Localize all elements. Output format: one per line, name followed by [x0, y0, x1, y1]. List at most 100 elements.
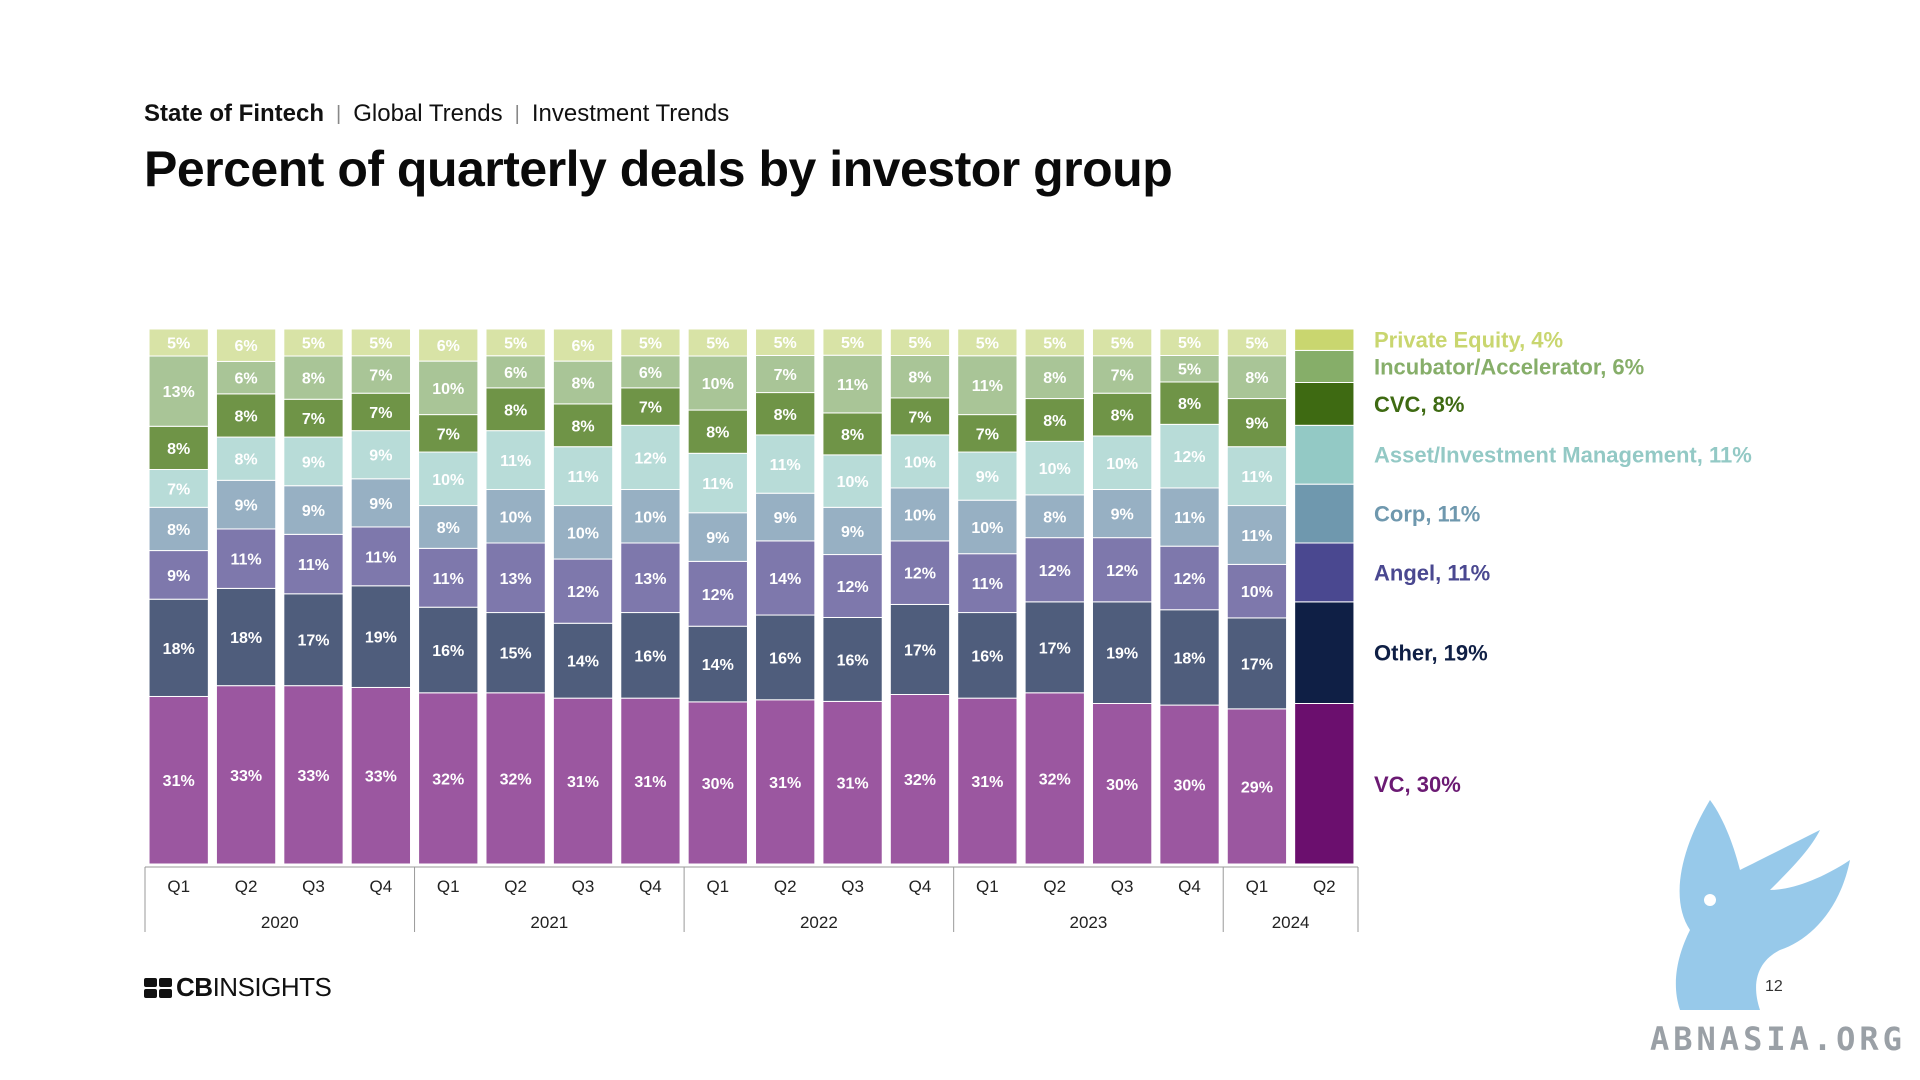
data-label: 17% — [904, 642, 936, 659]
x-tick-label: Q2 — [504, 877, 527, 896]
data-label: 18% — [163, 641, 195, 658]
bar-segment — [283, 355, 344, 400]
bar-segment — [350, 585, 412, 688]
bar-segment — [1024, 494, 1085, 539]
bar-segment — [1091, 355, 1153, 394]
data-label: 6% — [571, 338, 594, 355]
bar-segment — [1091, 328, 1153, 357]
data-label: 5% — [774, 335, 797, 352]
bar-segment — [1159, 487, 1220, 547]
bar-segment — [215, 685, 277, 865]
data-label: 9% — [369, 496, 392, 513]
legend-label: Private Equity, 4% — [1374, 328, 1563, 353]
bar-segment — [1226, 563, 1288, 619]
bar-segment — [215, 436, 277, 481]
data-label: 10% — [567, 525, 599, 542]
bar-segment — [620, 612, 681, 699]
data-label: 12% — [634, 450, 666, 467]
x-tick-label: Q2 — [1313, 877, 1336, 896]
x-tick-label: Q3 — [572, 877, 595, 896]
data-label: 33% — [230, 768, 262, 785]
bar-segment — [822, 412, 883, 456]
data-label: 14% — [769, 571, 801, 588]
data-label: 5% — [1043, 335, 1066, 352]
data-label: 14% — [702, 657, 734, 674]
data-label: 12% — [702, 587, 734, 604]
bar-segment — [822, 328, 883, 356]
data-label: 11% — [231, 552, 262, 569]
data-label: 11% — [972, 378, 1003, 395]
data-label: 8% — [437, 520, 460, 537]
year-group-label: 2020 — [261, 913, 299, 932]
breadcrumb-section: State of Fintech — [144, 100, 325, 127]
x-tick-label: Q1 — [167, 877, 190, 896]
bar-segment — [283, 485, 344, 535]
bar-segment — [1024, 440, 1085, 496]
data-label: 16% — [971, 648, 1003, 665]
data-label: 8% — [504, 402, 527, 419]
data-label: 13% — [634, 571, 666, 588]
data-label: 8% — [1043, 413, 1066, 430]
bar-segment — [1159, 354, 1220, 383]
data-label: 7% — [774, 367, 797, 384]
bar-segment — [283, 533, 344, 595]
bar-segment — [889, 397, 951, 436]
data-label: 13% — [500, 571, 532, 588]
bar-segment — [148, 550, 209, 600]
data-label: 8% — [571, 376, 594, 393]
data-label: 10% — [432, 472, 464, 489]
bar-segment — [148, 598, 209, 697]
bar-segment — [552, 505, 614, 560]
bar-segment — [418, 547, 479, 608]
bar-segment — [687, 625, 748, 703]
bar-segment — [687, 701, 748, 865]
data-label: 16% — [837, 652, 869, 669]
bar-segment — [957, 451, 1018, 501]
bar-segment — [1024, 537, 1085, 603]
data-label: 7% — [167, 481, 190, 498]
bar-segment — [957, 414, 1018, 453]
bar-segment — [755, 354, 816, 394]
bar-segment — [822, 506, 883, 556]
data-label: 12% — [1106, 563, 1138, 580]
data-label: 11% — [837, 377, 868, 394]
x-tick-label: Q3 — [1111, 877, 1134, 896]
data-label: 32% — [1039, 771, 1071, 788]
data-label: 18% — [1174, 650, 1206, 667]
bar-segment — [620, 355, 681, 389]
data-label: 11% — [702, 476, 733, 493]
watermark-text: ABNASIA.ORG — [1650, 1020, 1906, 1058]
data-label: 9% — [1245, 416, 1268, 433]
legend-label: Asset/Investment Management, 11% — [1374, 443, 1752, 468]
data-label: 8% — [908, 370, 931, 387]
bar-segment — [687, 409, 748, 454]
x-tick-label: Q1 — [437, 877, 460, 896]
data-label: 9% — [841, 524, 864, 541]
data-label: 10% — [1106, 456, 1138, 473]
bar-segment — [1024, 692, 1085, 865]
data-label: 8% — [167, 522, 190, 539]
data-label: 5% — [706, 336, 729, 353]
bar-segment — [957, 328, 1018, 357]
data-label: 10% — [837, 474, 869, 491]
data-label: 11% — [298, 557, 329, 574]
data-label: 14% — [567, 654, 599, 671]
data-label: 8% — [841, 427, 864, 444]
data-label: 9% — [774, 510, 797, 527]
bar-segment — [1294, 703, 1355, 865]
bar-segment — [620, 424, 681, 490]
data-label: 5% — [841, 335, 864, 352]
bar-segment — [418, 505, 479, 549]
bar-segment — [620, 542, 681, 614]
data-label: 11% — [972, 576, 1003, 593]
data-label: 11% — [567, 469, 598, 486]
bar-segment — [148, 506, 209, 552]
bar-segment — [148, 355, 209, 427]
data-label: 5% — [976, 335, 999, 352]
data-label: 33% — [365, 769, 397, 786]
data-label: 8% — [167, 441, 190, 458]
data-label: 8% — [235, 452, 258, 469]
bar-segment — [1294, 424, 1355, 485]
bar-segment — [755, 699, 816, 865]
bar-segment — [1294, 382, 1355, 426]
